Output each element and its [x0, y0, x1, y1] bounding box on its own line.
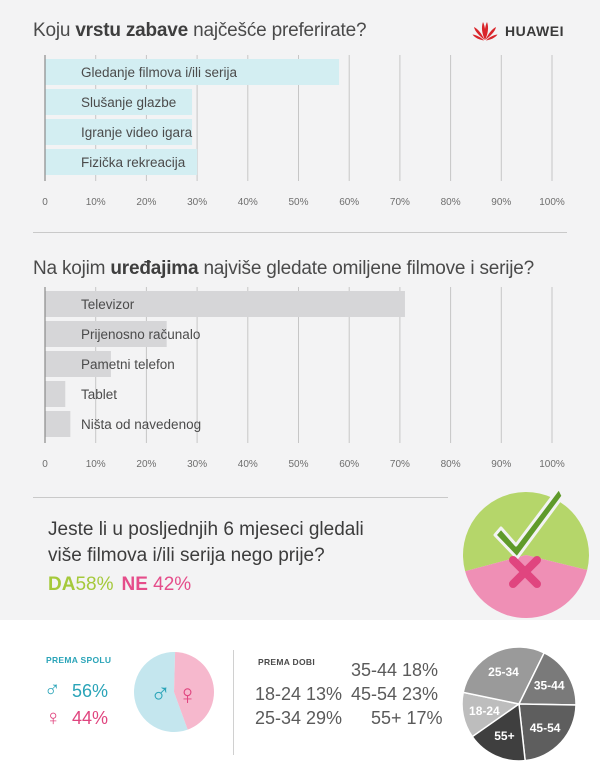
question-2-post: najviše gledate omiljene filmove i serij… [198, 258, 535, 279]
question-1-post: najčešće preferirate? [188, 20, 367, 41]
female-value: 44% [72, 708, 109, 728]
question-3-line-1: Jeste li u posljednjih 6 mjeseci gledali [48, 519, 364, 540]
huawei-wordmark: HUAWEI [505, 23, 564, 39]
entertainment-bar-chart: Gledanje filmova i/ili serija Slušanje gl… [42, 55, 565, 208]
tick-label: 20% [136, 197, 156, 208]
tick-label: 90% [491, 459, 511, 470]
bar [45, 59, 340, 85]
question-3-title: Jeste li u posljednjih 6 mjeseci gledali… [48, 517, 364, 569]
pie-slice-label: 25-34 [488, 665, 519, 679]
pie-slice-label: 55+ [494, 729, 514, 743]
gender-title: PREMA SPOLU [46, 655, 112, 665]
age-pie-chart: 18-24 25-34 35-44 45-54 55+ [461, 646, 577, 762]
pie-slice-label: 35-44 [534, 679, 565, 693]
age-stat-18-24: 18-24 13% [255, 684, 343, 704]
pie-slice [174, 652, 214, 730]
devices-bar-chart: Televizor Prijenosno računalo Pametni tele… [42, 287, 565, 470]
tick-label: 40% [238, 197, 258, 208]
pie-slice [465, 555, 588, 618]
yes-label: DA [48, 574, 76, 595]
no-result: NE 42% [121, 574, 191, 595]
pie-slice [134, 652, 188, 732]
tick-label: 50% [288, 459, 308, 470]
bar [45, 149, 198, 175]
pie-slice [517, 651, 577, 706]
tick-label: 30% [187, 459, 207, 470]
vertical-divider [233, 650, 234, 755]
tick-label: 100% [539, 459, 565, 470]
huawei-flower-icon [472, 22, 498, 41]
yes-result: DA58% [48, 574, 113, 595]
bar [45, 411, 71, 437]
yes-value: 58% [75, 574, 114, 595]
male-value: 56% [72, 681, 109, 701]
gender-pie-chart: ♂ ♀ [134, 652, 214, 732]
section-divider [33, 497, 448, 498]
tick-label: 90% [491, 197, 511, 208]
bar-label: Gledanje filmova i/ili serija [81, 65, 238, 80]
tick-label: 30% [187, 197, 207, 208]
question-1-pre: Koju [33, 20, 76, 41]
yes-no-pie-chart [463, 486, 589, 618]
pie-slice [518, 703, 577, 762]
checkmark-icon [493, 486, 565, 560]
bar-label: Fizička rekreacija [81, 155, 186, 170]
bar-label: Pametni telefon [81, 357, 175, 372]
question-2-title: Na kojim uređajima najviše gledate omilj… [33, 258, 534, 280]
tick-label: 50% [288, 197, 308, 208]
no-label: NE [121, 574, 148, 595]
tick-label: 60% [339, 459, 359, 470]
bar-label: Televizor [81, 297, 135, 312]
bar-label: Prijenosno računalo [81, 327, 200, 342]
question-2-pre: Na kojim [33, 258, 111, 279]
no-value: 42% [153, 574, 192, 595]
bar [45, 119, 193, 145]
bar-label: Slušanje glazbe [81, 95, 176, 110]
pie-slice-label: 45-54 [530, 721, 561, 735]
bar-label: Ništa od navedenog [81, 417, 201, 432]
tick-label: 0 [42, 197, 48, 208]
pie-slice [471, 702, 526, 762]
tick-label: 80% [441, 197, 461, 208]
bar [45, 321, 167, 347]
yes-no-result: DA58% NE 42% [48, 574, 191, 596]
pie-slice [462, 646, 546, 705]
age-stat-45-54: 45-54 23% [351, 684, 439, 704]
tick-label: 0 [42, 459, 48, 470]
bar [45, 381, 66, 407]
tick-label: 70% [390, 197, 410, 208]
tick-label: 70% [390, 459, 410, 470]
question-1-bold: vrstu zabave [75, 20, 189, 41]
bar [45, 291, 405, 317]
age-stat-35-44: 35-44 18% [351, 660, 439, 680]
male-symbol-icon: ♂ [44, 676, 61, 701]
huawei-logo: HUAWEI [472, 20, 564, 42]
tick-label: 80% [441, 459, 461, 470]
tick-label: 10% [86, 459, 106, 470]
female-symbol-icon: ♀ [45, 705, 62, 730]
question-2-bold: uređajima [110, 258, 199, 279]
tick-label: 40% [238, 459, 258, 470]
cross-icon [509, 556, 541, 588]
male-pie-symbol-icon: ♂ [150, 677, 171, 708]
tick-label: 20% [136, 459, 156, 470]
bar [45, 351, 111, 377]
question-3-line-2: više filmova i/ili serija nego prije? [48, 545, 325, 566]
age-title: PREMA DOBI [258, 657, 315, 667]
pie-slice-label: 18-24 [469, 704, 500, 718]
bar-label: Igranje video igara [81, 125, 193, 140]
question-1-title: Koju vrstu zabave najčešće preferirate? [33, 20, 367, 42]
female-pie-symbol-icon: ♀ [177, 679, 198, 710]
tick-label: 100% [539, 197, 565, 208]
tick-label: 10% [86, 197, 106, 208]
bar-label: Tablet [81, 387, 117, 402]
age-stat-55plus: 55+ 17% [371, 708, 443, 728]
bar [45, 89, 193, 115]
age-stat-25-34: 25-34 29% [255, 708, 343, 728]
tick-label: 60% [339, 197, 359, 208]
section-divider [33, 232, 567, 233]
